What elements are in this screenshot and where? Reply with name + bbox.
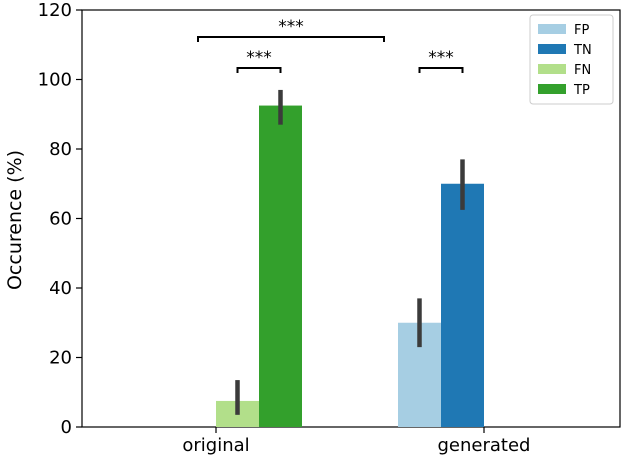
legend-label-TP: TP xyxy=(573,83,590,98)
y-tick-label: 100 xyxy=(38,70,72,91)
x-tick-label-original: original xyxy=(182,435,249,456)
significance-annotations: *** *** *** xyxy=(197,17,464,73)
bar-original-TP xyxy=(259,105,302,427)
bars xyxy=(216,105,484,427)
y-axis-title: Occurence (%) xyxy=(4,150,26,290)
significance-bracket xyxy=(418,67,464,73)
y-tick-label: 20 xyxy=(49,348,72,369)
legend-label-FN: FN xyxy=(574,63,591,78)
legend-swatch-TP xyxy=(538,84,566,94)
y-tick-label: 60 xyxy=(49,209,72,230)
significance-bracket xyxy=(236,67,282,73)
y-tick-label: 40 xyxy=(49,278,72,299)
legend: FP TN FN TP xyxy=(529,14,614,105)
y-tick-label: 80 xyxy=(49,139,72,160)
legend-box xyxy=(529,14,614,105)
significance-label: *** xyxy=(278,17,304,37)
significance-label: *** xyxy=(246,48,272,68)
significance-label: *** xyxy=(428,48,454,68)
legend-swatch-TN xyxy=(538,44,566,54)
bar-generated-TN xyxy=(441,183,484,427)
error-bars xyxy=(235,89,465,415)
legend-swatch-FN xyxy=(538,64,566,74)
legend-swatch-FP xyxy=(538,24,566,34)
significance-bracket xyxy=(197,36,385,42)
y-tick-label: 0 xyxy=(61,417,72,438)
legend-label-TN: TN xyxy=(573,43,592,58)
y-tick-label: 120 xyxy=(38,0,72,21)
axes: 0 20 40 60 80 100 120 original generated xyxy=(38,0,621,456)
x-tick-label-generated: generated xyxy=(438,435,531,456)
legend-label-FP: FP xyxy=(574,23,589,38)
